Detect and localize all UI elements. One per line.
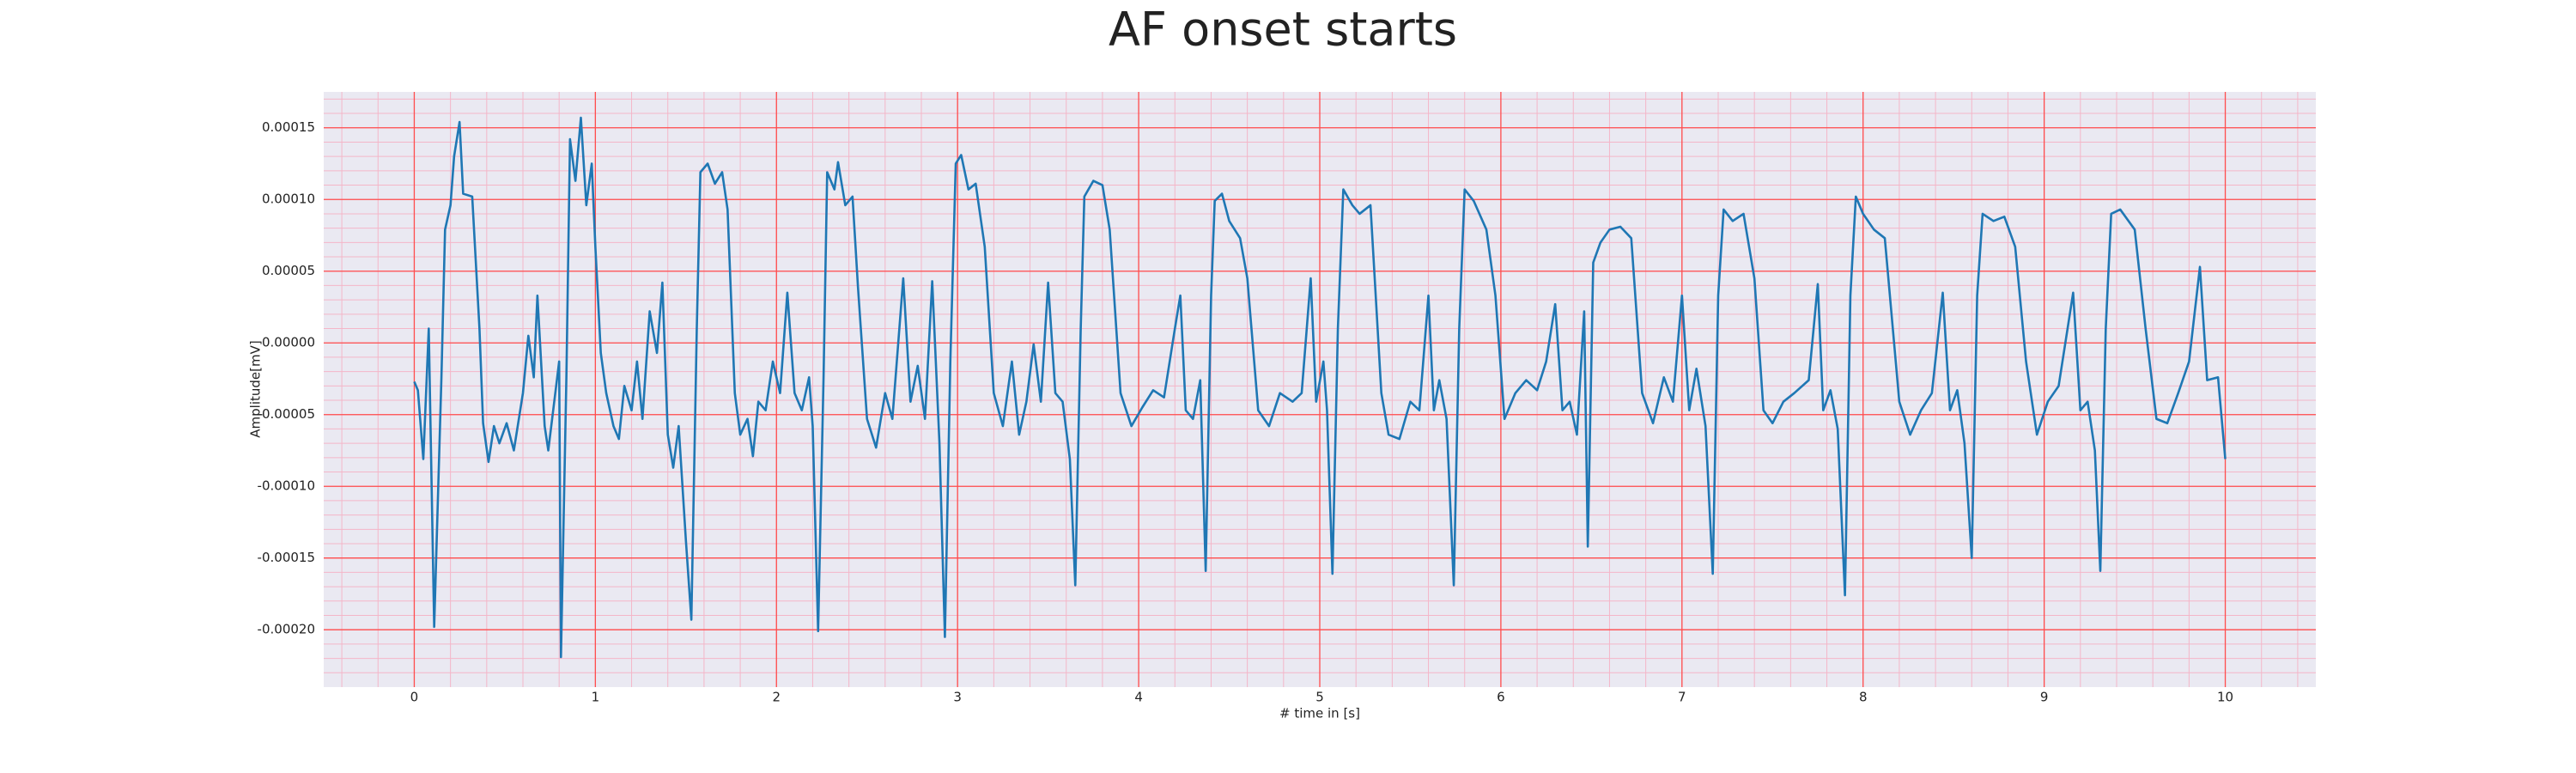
x-tick-label: 0	[410, 690, 419, 705]
y-tick-label: -0.00015	[258, 550, 315, 565]
x-axis-label: # time in [s]	[1279, 706, 1360, 721]
x-tick-label: 6	[1497, 690, 1505, 705]
y-tick-label: 0.00005	[262, 263, 315, 278]
y-tick-label: 0.00000	[262, 335, 315, 350]
x-tick-label: 2	[772, 690, 781, 705]
chart-title: AF onset starts	[1109, 3, 1457, 57]
x-tick-label: 4	[1134, 690, 1143, 705]
y-tick-label: 0.00010	[262, 192, 315, 207]
y-tick-label: -0.00010	[258, 478, 315, 494]
x-tick-label: 1	[592, 690, 600, 705]
x-tick-label: 10	[2217, 690, 2233, 705]
y-axis-label: Amplitude[mV]	[248, 340, 264, 437]
y-tick-label: 0.00015	[262, 119, 315, 135]
x-tick-label: 9	[2040, 690, 2049, 705]
y-tick-label: -0.00005	[258, 406, 315, 422]
x-tick-label: 5	[1315, 690, 1324, 705]
x-tick-label: 3	[953, 690, 962, 705]
x-tick-label: 7	[1678, 690, 1686, 705]
x-tick-label: 8	[1859, 690, 1868, 705]
grid	[324, 92, 2316, 687]
signal-line	[413, 116, 2227, 659]
y-tick-label: -0.00020	[258, 622, 315, 637]
